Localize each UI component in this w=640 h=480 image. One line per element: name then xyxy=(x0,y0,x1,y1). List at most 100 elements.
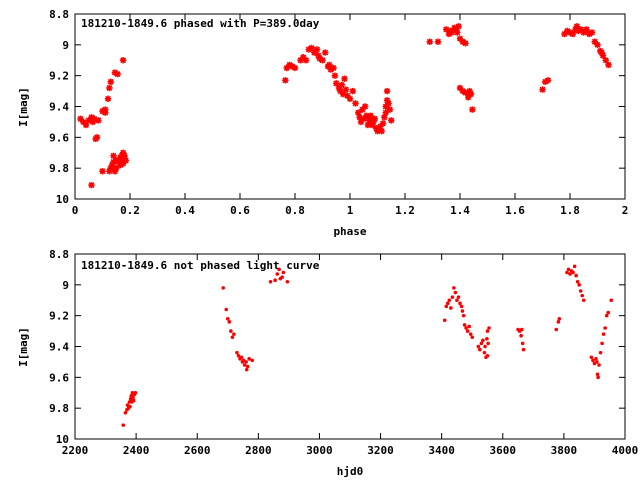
data-point xyxy=(453,290,458,295)
data-point xyxy=(449,306,453,310)
x-tick-label: 1.8 xyxy=(560,204,580,217)
data-point xyxy=(245,364,250,369)
data-point xyxy=(99,168,106,175)
y-tick-label: 9.4 xyxy=(49,101,69,114)
phased-plot-title: 181210-1849.6 phased with P=389.0day xyxy=(81,17,320,30)
x-tick-label: 1.2 xyxy=(395,204,415,217)
data-point xyxy=(386,106,394,113)
data-point xyxy=(595,360,599,364)
data-point xyxy=(583,26,590,33)
phased-x-axis-label: phase xyxy=(333,225,366,238)
x-tick-label: 2600 xyxy=(184,444,211,457)
data-point xyxy=(460,309,465,313)
data-point xyxy=(588,29,596,36)
data-point xyxy=(565,270,569,275)
data-point xyxy=(589,355,594,360)
x-tick-label: 2400 xyxy=(123,444,150,457)
data-point xyxy=(104,95,112,102)
data-point xyxy=(485,353,490,358)
data-point xyxy=(244,367,249,372)
data-point xyxy=(273,278,277,283)
x-tick-label: 0.2 xyxy=(120,204,140,217)
data-point xyxy=(236,353,241,358)
data-point xyxy=(280,275,284,279)
data-point xyxy=(467,324,471,329)
unphased-x-axis-label: hjd0 xyxy=(337,465,364,478)
data-point xyxy=(285,279,290,284)
data-point xyxy=(521,347,526,352)
data-point xyxy=(442,318,447,323)
data-point xyxy=(557,316,562,321)
data-point xyxy=(319,57,326,64)
data-point xyxy=(568,272,572,276)
x-tick-label: 2 xyxy=(622,204,629,217)
data-point xyxy=(119,57,127,64)
data-point xyxy=(229,329,233,333)
data-point xyxy=(121,423,126,427)
data-point xyxy=(609,298,614,303)
data-point xyxy=(594,41,601,49)
data-point xyxy=(600,341,604,346)
data-point xyxy=(591,358,595,363)
y-tick-label: 9.2 xyxy=(49,310,69,323)
data-point xyxy=(597,363,601,367)
data-point xyxy=(102,109,109,116)
data-point xyxy=(110,152,117,160)
data-point xyxy=(338,81,345,89)
y-tick-label: 9.4 xyxy=(49,341,69,354)
data-point xyxy=(224,307,229,312)
data-point xyxy=(539,86,546,93)
data-point xyxy=(467,90,475,98)
data-point xyxy=(247,357,251,361)
data-point xyxy=(131,395,135,400)
x-tick-label: 0.8 xyxy=(285,204,305,217)
data-point xyxy=(82,121,90,129)
data-point xyxy=(385,100,392,107)
data-point xyxy=(519,333,523,338)
data-point xyxy=(378,127,385,135)
data-point xyxy=(308,44,315,52)
x-tick-label: 0.6 xyxy=(230,204,250,217)
x-tick-label: 3600 xyxy=(490,444,517,457)
x-tick-label: 3800 xyxy=(551,444,578,457)
data-point xyxy=(580,293,585,298)
data-point xyxy=(95,117,102,124)
x-tick-label: 2800 xyxy=(245,444,272,457)
data-point xyxy=(574,273,578,278)
x-tick-label: 0 xyxy=(72,204,79,217)
data-point xyxy=(599,52,607,59)
data-point xyxy=(462,323,467,327)
data-point xyxy=(459,304,464,309)
y-tick-label: 9.6 xyxy=(49,131,69,144)
data-point xyxy=(128,404,132,409)
data-point xyxy=(486,341,490,346)
data-point xyxy=(239,355,244,360)
data-point xyxy=(302,57,310,64)
data-point xyxy=(605,61,612,69)
data-point xyxy=(462,40,469,47)
data-point xyxy=(519,327,524,332)
data-point xyxy=(479,341,484,346)
data-point xyxy=(230,335,235,340)
data-point xyxy=(455,298,459,303)
data-point xyxy=(434,38,442,45)
data-point xyxy=(93,134,101,141)
data-point xyxy=(227,320,232,324)
data-point xyxy=(330,64,337,72)
x-tick-label: 4000 xyxy=(612,444,639,457)
x-tick-label: 3000 xyxy=(306,444,333,457)
data-point xyxy=(131,398,136,403)
y-tick-label: 9.6 xyxy=(49,371,69,384)
data-point xyxy=(556,320,561,324)
data-point xyxy=(571,270,575,275)
data-point xyxy=(487,326,491,330)
data-point xyxy=(468,332,473,336)
data-point xyxy=(452,286,456,290)
data-point xyxy=(121,155,128,163)
data-point xyxy=(603,326,607,330)
data-point xyxy=(291,64,299,72)
data-point xyxy=(242,363,247,367)
data-point xyxy=(444,304,449,309)
